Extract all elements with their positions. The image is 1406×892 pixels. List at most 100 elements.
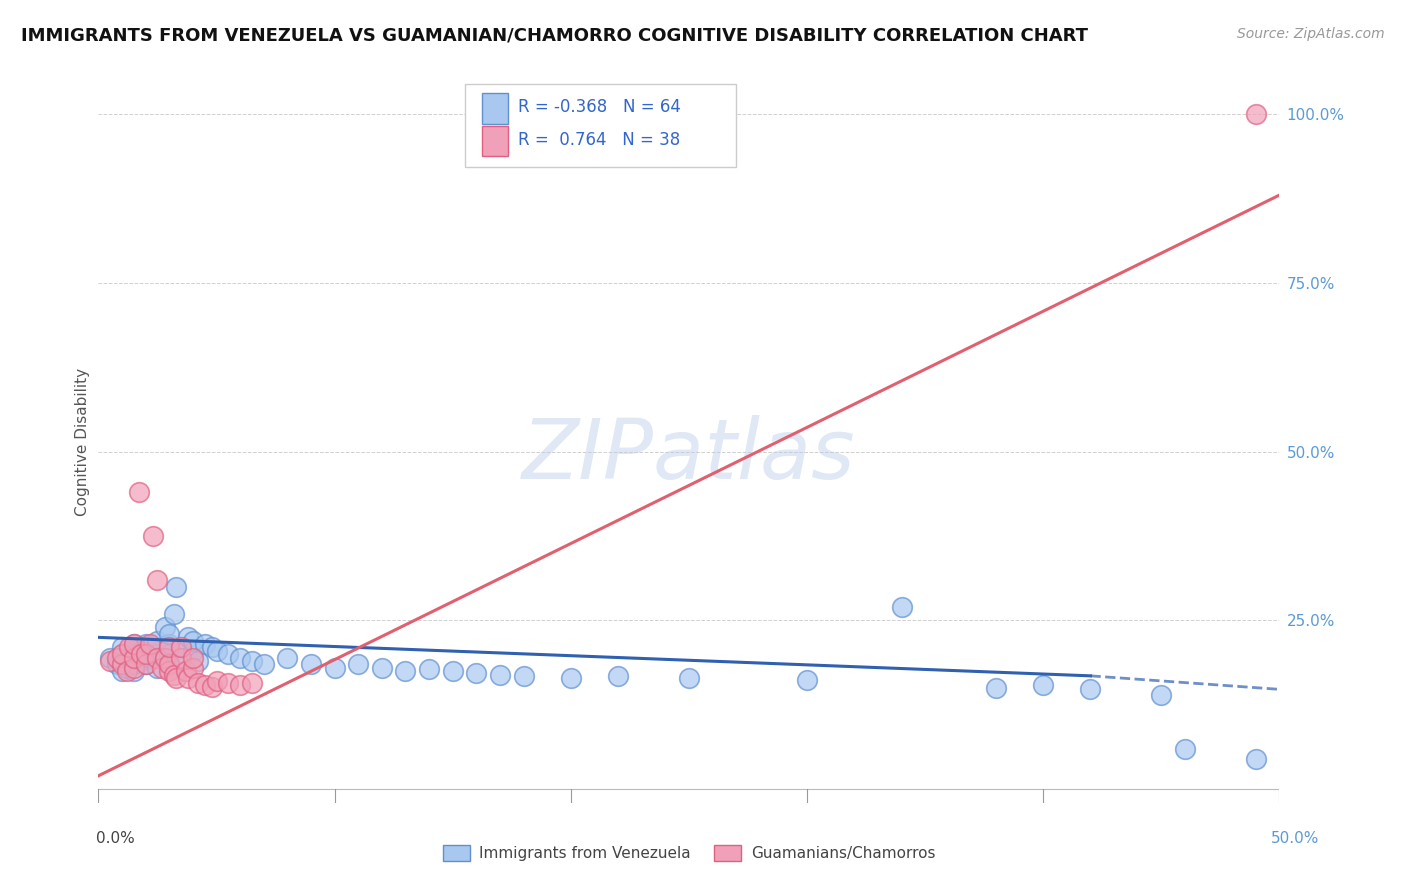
Text: IMMIGRANTS FROM VENEZUELA VS GUAMANIAN/CHAMORRO COGNITIVE DISABILITY CORRELATION: IMMIGRANTS FROM VENEZUELA VS GUAMANIAN/C… — [21, 27, 1088, 45]
Point — [135, 637, 157, 651]
Point — [240, 654, 263, 668]
Point — [229, 650, 252, 665]
Point — [170, 640, 193, 655]
Point — [796, 673, 818, 687]
Point — [418, 662, 440, 676]
Point — [229, 678, 252, 692]
Point — [98, 650, 121, 665]
Point — [146, 650, 169, 665]
Point — [153, 650, 176, 665]
Point — [122, 637, 145, 651]
Point — [217, 647, 239, 661]
Text: Source: ZipAtlas.com: Source: ZipAtlas.com — [1237, 27, 1385, 41]
Point — [122, 647, 145, 661]
Point — [371, 661, 394, 675]
Text: 50.0%: 50.0% — [1271, 831, 1319, 846]
Point — [201, 680, 224, 694]
Point — [194, 637, 217, 651]
Point — [139, 650, 162, 665]
Point — [181, 650, 204, 665]
Point — [205, 674, 228, 689]
Point — [157, 664, 180, 678]
Point — [128, 485, 150, 500]
Point — [139, 637, 162, 651]
Point — [1174, 741, 1197, 756]
Y-axis label: Cognitive Disability: Cognitive Disability — [75, 368, 90, 516]
Point — [135, 657, 157, 672]
Point — [98, 654, 121, 668]
Point — [146, 661, 169, 675]
Point — [122, 661, 145, 675]
Point — [157, 637, 180, 651]
Point — [170, 640, 193, 655]
Point — [111, 654, 134, 668]
Point — [489, 667, 512, 681]
Point — [115, 664, 138, 678]
Point — [170, 650, 193, 665]
Point — [174, 664, 197, 678]
Point — [181, 633, 204, 648]
Point — [129, 647, 152, 661]
Point — [122, 650, 145, 665]
Point — [146, 647, 169, 661]
Point — [1150, 688, 1173, 702]
Point — [118, 650, 141, 665]
FancyBboxPatch shape — [482, 126, 508, 156]
Point — [157, 657, 180, 672]
Point — [890, 599, 912, 614]
Point — [153, 620, 176, 634]
Point — [217, 675, 239, 690]
Point — [122, 637, 145, 651]
Point — [157, 627, 180, 641]
Point — [201, 640, 224, 655]
Point — [512, 669, 534, 683]
Point — [115, 661, 138, 675]
Point — [122, 657, 145, 672]
Point — [129, 654, 152, 668]
Point — [165, 671, 187, 685]
Point — [135, 647, 157, 661]
Point — [165, 580, 187, 594]
Point — [299, 657, 322, 672]
Point — [157, 647, 180, 661]
Text: R =  0.764   N = 38: R = 0.764 N = 38 — [517, 130, 681, 149]
Text: R = -0.368   N = 64: R = -0.368 N = 64 — [517, 98, 681, 116]
Point — [150, 650, 173, 665]
Point — [187, 654, 209, 668]
Point — [276, 650, 298, 665]
Point — [678, 671, 700, 685]
Point — [111, 664, 134, 678]
Point — [465, 666, 488, 681]
Point — [1244, 752, 1267, 766]
Point — [323, 661, 346, 675]
Point — [1244, 107, 1267, 121]
Point — [111, 657, 134, 672]
Point — [253, 657, 276, 672]
Point — [560, 671, 582, 685]
Point — [240, 675, 263, 690]
Point — [177, 631, 200, 645]
Point — [181, 644, 204, 658]
Point — [187, 675, 209, 690]
Point — [135, 657, 157, 672]
Point — [607, 669, 630, 683]
Point — [111, 647, 134, 661]
Point — [111, 647, 134, 661]
Point — [142, 529, 165, 543]
Text: 0.0%: 0.0% — [96, 831, 135, 846]
Point — [394, 664, 416, 678]
Legend: Immigrants from Venezuela, Guamanians/Chamorros: Immigrants from Venezuela, Guamanians/Ch… — [437, 839, 941, 867]
Point — [129, 644, 152, 658]
Point — [170, 650, 193, 665]
Point — [118, 640, 141, 655]
Point — [105, 657, 128, 672]
Point — [984, 681, 1007, 695]
Point — [146, 633, 169, 648]
Point — [105, 650, 128, 665]
Point — [1032, 678, 1054, 692]
Point — [157, 640, 180, 655]
Point — [111, 640, 134, 655]
FancyBboxPatch shape — [482, 94, 508, 124]
Point — [1080, 682, 1102, 697]
Text: ZIPatlas: ZIPatlas — [522, 416, 856, 497]
